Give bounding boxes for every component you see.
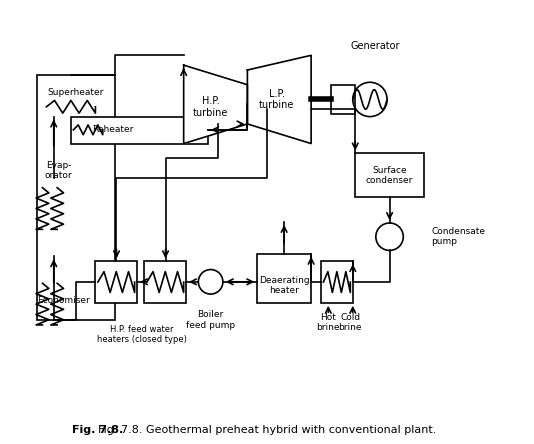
- Text: H.P.
turbine: H.P. turbine: [193, 96, 229, 118]
- Text: Economiser: Economiser: [37, 296, 90, 305]
- FancyBboxPatch shape: [144, 261, 186, 303]
- Text: Boiler
feed pump: Boiler feed pump: [186, 310, 235, 330]
- Text: Cold
brine: Cold brine: [339, 313, 362, 332]
- FancyBboxPatch shape: [71, 117, 208, 143]
- Text: Generator: Generator: [350, 40, 399, 51]
- Text: Deaerating
heater: Deaerating heater: [259, 276, 310, 295]
- Text: Superheater: Superheater: [48, 87, 104, 97]
- Text: Fig. 7.8. Geothermal preheat hybrid with conventional plant.: Fig. 7.8. Geothermal preheat hybrid with…: [98, 425, 436, 436]
- Text: Reheater: Reheater: [92, 125, 134, 135]
- FancyBboxPatch shape: [96, 261, 137, 303]
- FancyBboxPatch shape: [355, 153, 424, 198]
- FancyBboxPatch shape: [331, 85, 355, 114]
- FancyBboxPatch shape: [257, 254, 311, 303]
- Text: Condensate
pump: Condensate pump: [431, 227, 485, 246]
- Polygon shape: [184, 65, 247, 143]
- Polygon shape: [247, 56, 311, 143]
- FancyBboxPatch shape: [37, 75, 115, 320]
- Text: Surface
condenser: Surface condenser: [366, 166, 413, 185]
- Text: L.P.
turbine: L.P. turbine: [259, 89, 294, 110]
- Text: Fig. 7.8.: Fig. 7.8.: [72, 425, 123, 436]
- FancyBboxPatch shape: [321, 261, 353, 303]
- Text: Evap-
orator: Evap- orator: [45, 161, 73, 180]
- Text: Hot
brine: Hot brine: [317, 313, 340, 332]
- Text: H.P. feed water
heaters (closed type): H.P. feed water heaters (closed type): [97, 325, 187, 345]
